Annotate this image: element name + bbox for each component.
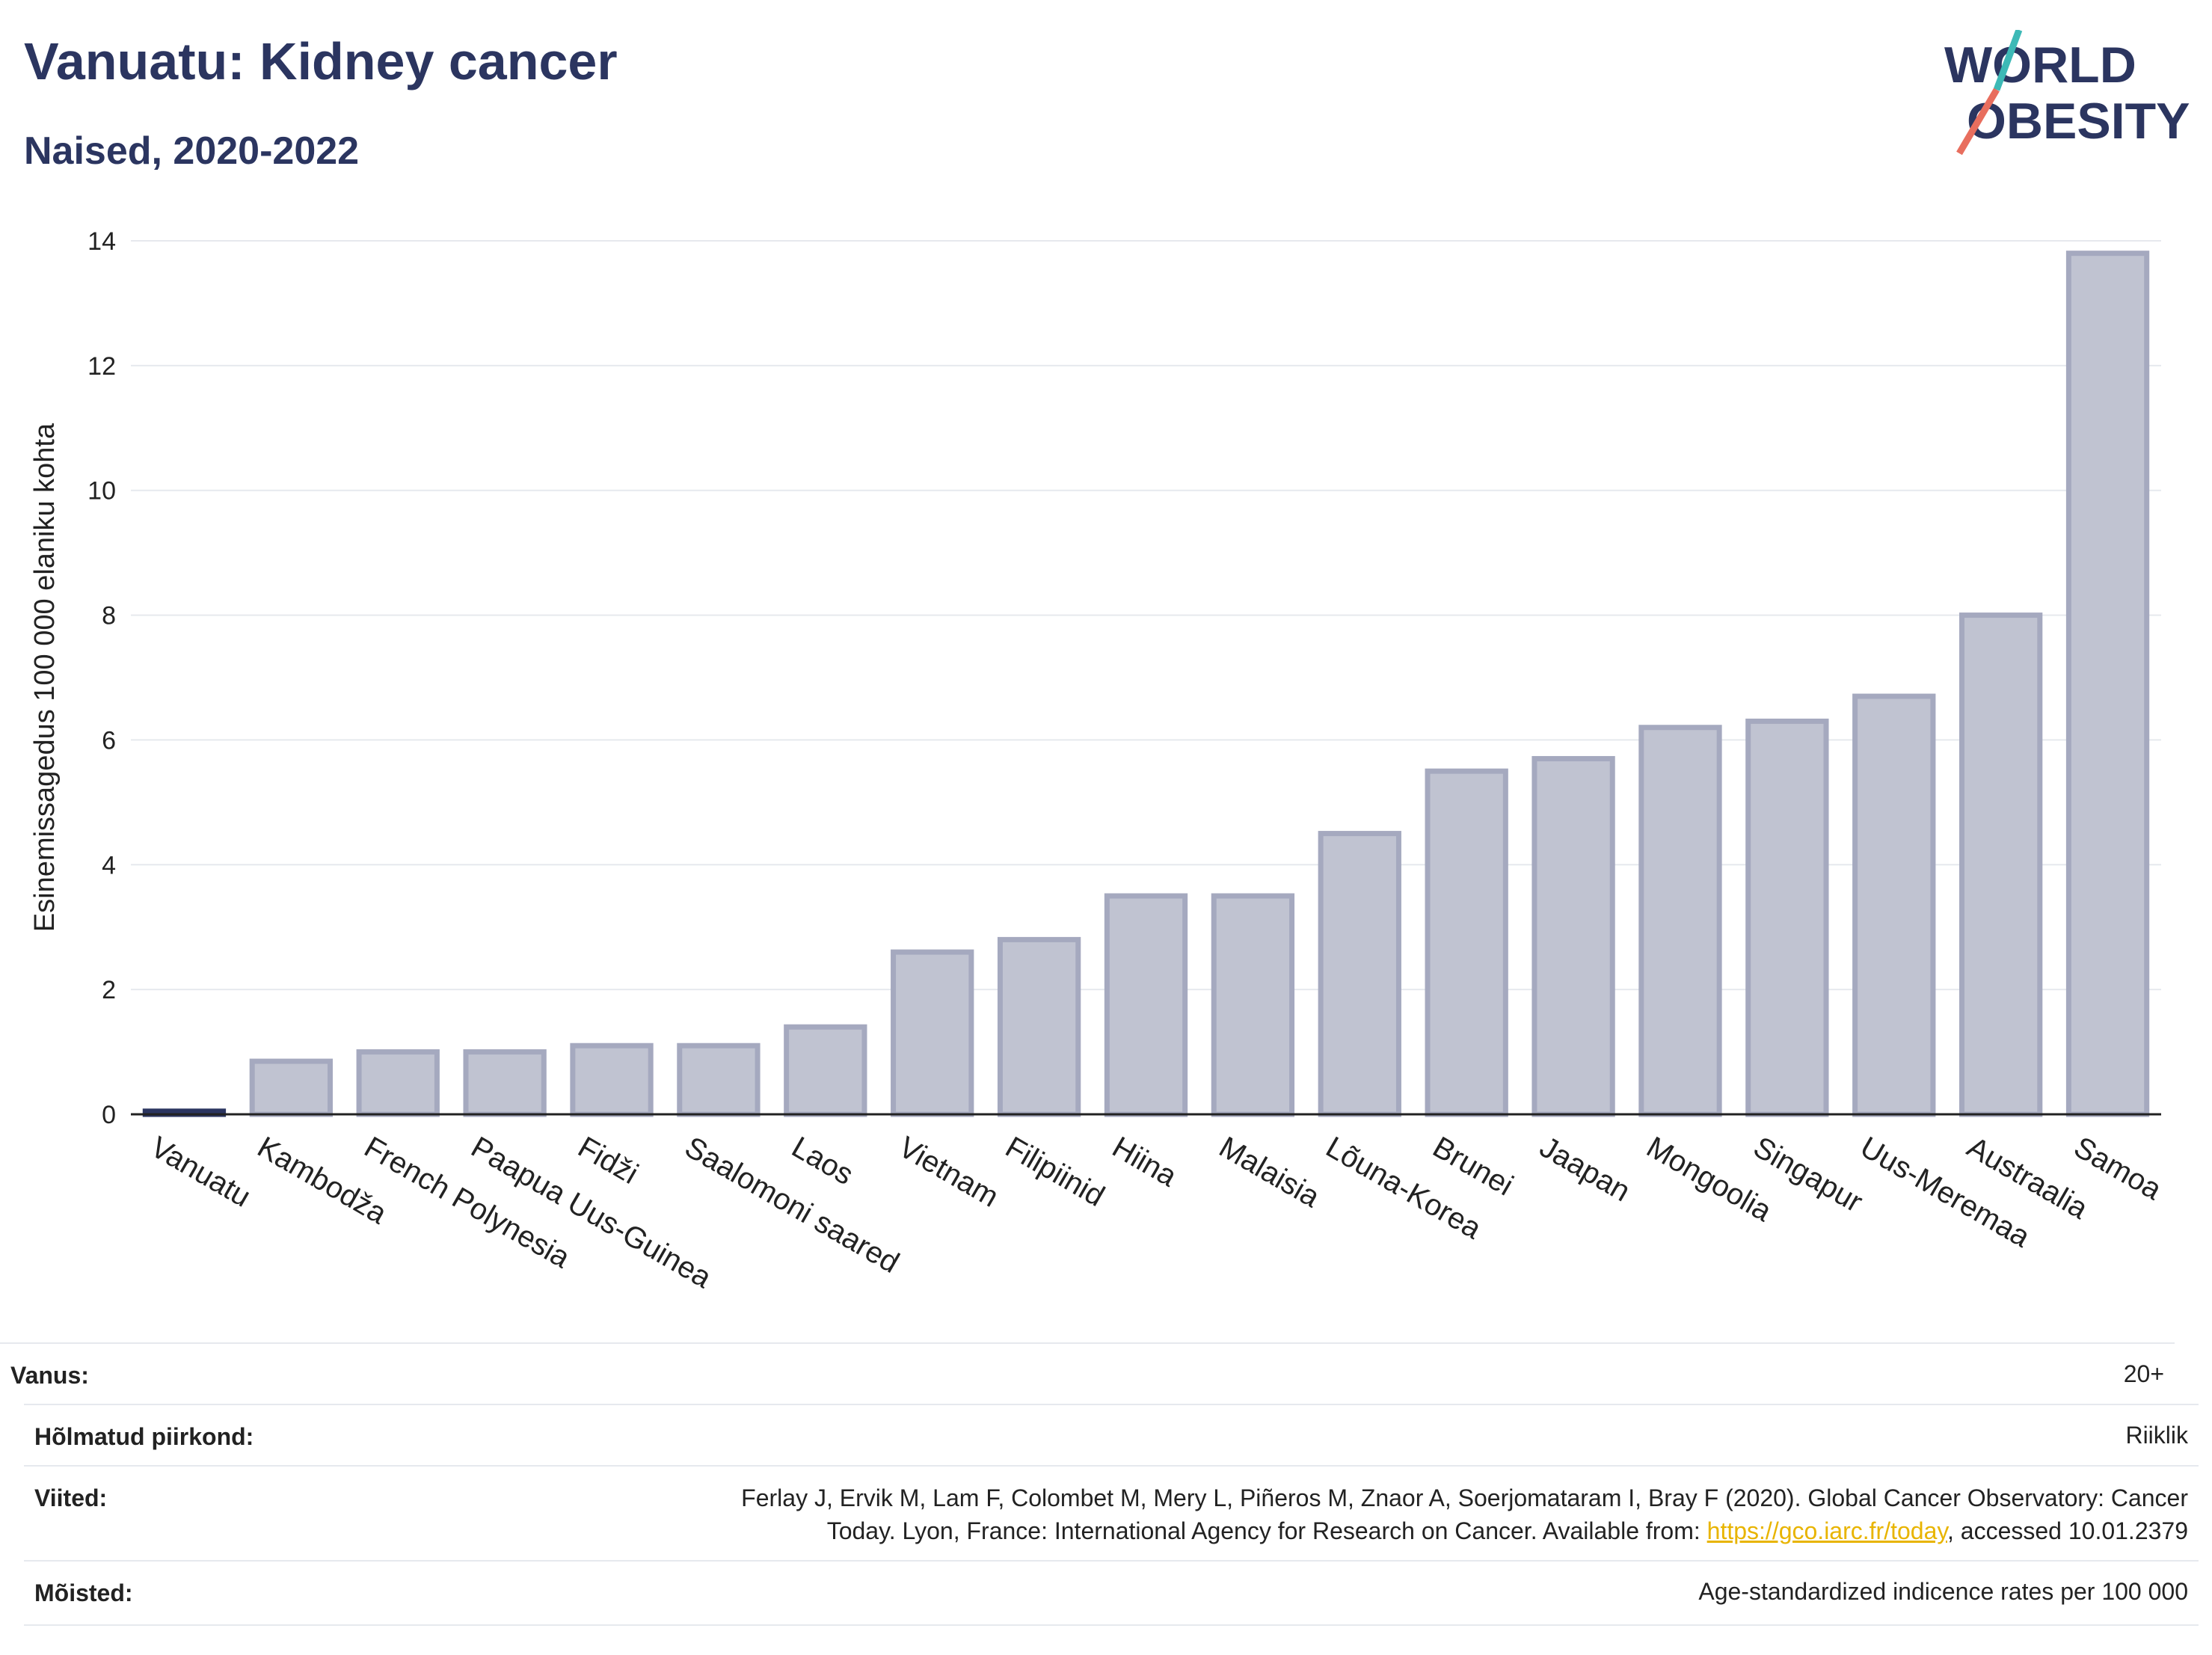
y-tick-label: 12 — [87, 352, 116, 381]
meta-row-definitions: Mõisted: Age-standardized indicence rate… — [24, 1560, 2199, 1626]
logo-text-world: WORLD — [1944, 37, 2136, 93]
x-tick-label: Hiina — [1107, 1131, 1183, 1194]
meta-label-age: Vanus: — [10, 1362, 89, 1389]
chart-title: Vanuatu: Kidney cancer — [24, 32, 618, 90]
reference-link[interactable]: https://gco.iarc.fr/today — [1706, 1517, 1947, 1544]
x-tick-label: Vietnam — [893, 1131, 1004, 1214]
meta-value-definitions: Age-standardized indicence rates per 100… — [1698, 1578, 2188, 1605]
reference-line-1: Ferlay J, Ervik M, Lam F, Colombet M, Me… — [741, 1484, 2188, 1511]
bar — [1318, 831, 1401, 1117]
y-tick-label: 0 — [102, 1101, 116, 1129]
bar — [1425, 768, 1508, 1117]
meta-label-references: Viited: — [34, 1484, 108, 1511]
logo-text-obesity: OBESITY — [1967, 93, 2190, 150]
bar — [1638, 725, 1722, 1117]
bar — [356, 1049, 440, 1117]
y-tick-label: 14 — [87, 227, 116, 256]
bar — [1531, 755, 1615, 1117]
bar — [463, 1049, 547, 1117]
reference-line-2-pre: Today. Lyon, France: International Agenc… — [826, 1517, 1707, 1544]
reference-line-2: Today. Lyon, France: International Agenc… — [741, 1514, 2188, 1547]
meta-label-region: Hõlmatud piirkond: — [34, 1423, 254, 1450]
meta-value-references: Ferlay J, Ervik M, Lam F, Colombet M, Me… — [741, 1481, 2188, 1547]
meta-row-age: Vanus: 20+ — [0, 1342, 2175, 1405]
y-tick-label: 2 — [102, 976, 116, 1004]
x-tick-label: Fidži — [573, 1131, 644, 1191]
y-axis-label: Esinemissagedus 100 000 elaniku kohta — [29, 423, 61, 932]
y-tick-label: 8 — [102, 602, 116, 630]
bar — [2065, 251, 2150, 1117]
meta-value-age: 20+ — [2123, 1360, 2164, 1387]
bar — [1745, 718, 1829, 1117]
world-obesity-logo: WORLD OBESITY — [1944, 30, 2190, 156]
bar — [784, 1024, 867, 1117]
meta-label-definitions: Mõisted: — [34, 1579, 133, 1606]
x-tick-label: Malaisia — [1214, 1131, 1326, 1215]
bar — [1959, 612, 2043, 1117]
x-tick-label: Jaapan — [1534, 1131, 1636, 1209]
meta-value-region: Riiklik — [2125, 1422, 2188, 1449]
meta-row-references: Viited: Ferlay J, Ervik M, Lam F, Colomb… — [24, 1465, 2199, 1562]
bar — [570, 1043, 654, 1117]
bar — [891, 949, 974, 1117]
bar — [1104, 893, 1188, 1117]
x-tick-label: Laos — [786, 1131, 858, 1191]
y-tick-label: 4 — [102, 851, 116, 879]
y-tick-label: 10 — [87, 477, 116, 506]
bar — [677, 1043, 761, 1117]
bar — [1211, 893, 1295, 1117]
bar — [1852, 693, 1936, 1117]
reference-line-2-post: , accessed 10.01.2379 — [1947, 1517, 2188, 1544]
logo-slash-teal — [1993, 30, 2023, 91]
bar — [997, 936, 1081, 1117]
bar-chart: 0 2 4 6 8 10 12 14 Esinemissagedus 100 000 elani… — [29, 227, 2167, 1295]
logo-slash-red — [1956, 87, 2000, 156]
chart-subtitle: Naised, 2020-2022 — [24, 129, 360, 173]
x-tick-label: Vanuatu — [145, 1131, 256, 1214]
meta-row-region: Hõlmatud piirkond: Riiklik — [24, 1404, 2199, 1467]
bar — [249, 1058, 333, 1117]
y-tick-label: 6 — [102, 726, 116, 755]
x-tick-label: Filipiinid — [1000, 1131, 1110, 1213]
